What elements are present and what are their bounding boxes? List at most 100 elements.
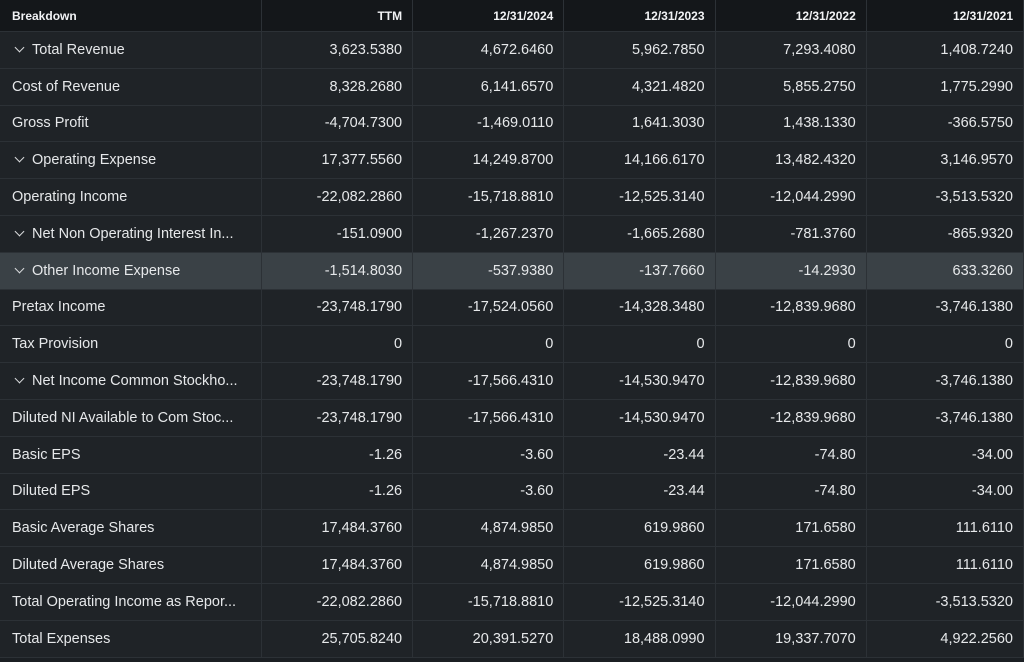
column-header-2024[interactable]: 12/31/2024 bbox=[412, 0, 565, 32]
table-row: Pretax Income -23,748.1790 -17,524.0560 -14… bbox=[0, 289, 1024, 327]
value-cell: 1,438.1330 bbox=[715, 105, 867, 143]
row-label: Net Non Operating Interest In... bbox=[32, 225, 234, 242]
row-label-cell[interactable]: Net Non Operating Interest In... bbox=[0, 215, 262, 253]
row-label: Basic EPS bbox=[12, 446, 81, 463]
value-cell: -74.80 bbox=[715, 436, 867, 474]
value-cell: 4,874.9850 bbox=[412, 546, 565, 584]
row-label: Diluted NI Available to Com Stoc... bbox=[12, 409, 234, 426]
value-cell: 0 bbox=[563, 325, 716, 364]
value-cell: -1,469.0110 bbox=[412, 105, 565, 143]
value-cell: 14,249.8700 bbox=[412, 141, 565, 180]
table-row[interactable]: Total Revenue 3,623.5380 4,672.6460 5,962.7… bbox=[0, 31, 1024, 69]
row-label-cell: Total Expenses bbox=[0, 620, 262, 658]
value-cell: 0 bbox=[866, 325, 1024, 364]
value-cell: -74.80 bbox=[715, 473, 867, 511]
table-row[interactable]: Net Non Operating Interest In... -151.090… bbox=[0, 215, 1024, 253]
column-header-ttm[interactable]: TTM bbox=[261, 0, 414, 32]
value-cell: -17,566.4310 bbox=[412, 362, 565, 400]
value-cell: -12,044.2990 bbox=[715, 583, 867, 621]
value-cell: -3,746.1380 bbox=[866, 289, 1024, 327]
value-cell: 7,293.4080 bbox=[715, 31, 867, 69]
value-cell: -12,839.9680 bbox=[715, 399, 867, 437]
chevron-down-icon[interactable] bbox=[14, 42, 25, 53]
value-cell: -14.2930 bbox=[715, 252, 867, 290]
value-cell: -23,748.1790 bbox=[261, 362, 414, 400]
row-label: Basic Average Shares bbox=[12, 520, 155, 537]
value-cell: 4,672.6460 bbox=[412, 31, 565, 69]
value-cell: -151.0900 bbox=[261, 215, 414, 253]
value-cell: -1.26 bbox=[261, 436, 414, 474]
value-cell: -1,267.2370 bbox=[412, 215, 565, 253]
chevron-down-icon[interactable] bbox=[14, 152, 25, 163]
row-label: Operating Expense bbox=[32, 152, 157, 169]
value-cell: -23.44 bbox=[563, 436, 716, 474]
row-label: Other Income Expense bbox=[32, 262, 181, 279]
value-cell: -15,718.8810 bbox=[412, 583, 565, 621]
table-row: Cost of Revenue 8,328.2680 6,141.6570 4,321… bbox=[0, 68, 1024, 106]
value-cell: -3.60 bbox=[412, 436, 565, 474]
row-label-cell: Gross Profit bbox=[0, 105, 262, 143]
value-cell: -23,748.1790 bbox=[261, 399, 414, 437]
table-row[interactable]: Operating Expense 17,377.5560 14,249.8700 1… bbox=[0, 141, 1024, 180]
table-row[interactable]: Other Income Expense -1,514.8030 -537.9380… bbox=[0, 252, 1024, 290]
table-row: Gross Profit -4,704.7300 -1,469.0110 1,641.… bbox=[0, 105, 1024, 143]
column-header-breakdown: Breakdown bbox=[0, 0, 262, 32]
value-cell: -12,839.9680 bbox=[715, 362, 867, 400]
value-cell: 17,484.3760 bbox=[261, 509, 414, 548]
value-cell: 8,328.2680 bbox=[261, 68, 414, 106]
row-label-cell: Cost of Revenue bbox=[0, 68, 262, 106]
table-row: Basic Average Shares 17,484.3760 4,874.985… bbox=[0, 509, 1024, 548]
row-label-cell: Operating Income bbox=[0, 178, 262, 216]
value-cell: -865.9320 bbox=[866, 215, 1024, 253]
value-cell: 25,705.8240 bbox=[261, 620, 414, 658]
value-cell: -1,665.2680 bbox=[563, 215, 716, 253]
value-cell: 20,391.5270 bbox=[412, 620, 565, 658]
value-cell: 111.6110 bbox=[866, 546, 1024, 584]
value-cell: -34.00 bbox=[866, 473, 1024, 511]
chevron-down-icon[interactable] bbox=[14, 373, 25, 384]
value-cell: -781.3760 bbox=[715, 215, 867, 253]
column-header-2021[interactable]: 12/31/2021 bbox=[866, 0, 1024, 32]
value-cell: -17,566.4310 bbox=[412, 399, 565, 437]
value-cell: -366.5750 bbox=[866, 105, 1024, 143]
value-cell: -137.7660 bbox=[563, 252, 716, 290]
value-cell: -12,525.3140 bbox=[563, 583, 716, 621]
table-header-row: Breakdown TTM 12/31/2024 12/31/2023 12/3… bbox=[0, 0, 1024, 32]
table-row: Diluted Average Shares 17,484.3760 4,874.9… bbox=[0, 546, 1024, 584]
row-label: Diluted EPS bbox=[12, 483, 91, 500]
row-label: Pretax Income bbox=[12, 299, 106, 316]
value-cell: 0 bbox=[261, 325, 414, 364]
value-cell: -4,704.7300 bbox=[261, 105, 414, 143]
value-cell: 0 bbox=[412, 325, 565, 364]
value-cell: -3.60 bbox=[412, 473, 565, 511]
row-label-cell: Total Operating Income as Repor... bbox=[0, 583, 262, 621]
value-cell: -22,082.2860 bbox=[261, 178, 414, 216]
row-label-cell[interactable]: Other Income Expense bbox=[0, 252, 262, 290]
value-cell: 5,855.2750 bbox=[715, 68, 867, 106]
chevron-down-icon[interactable] bbox=[14, 263, 25, 274]
value-cell: -1,514.8030 bbox=[261, 252, 414, 290]
value-cell: -22,082.2860 bbox=[261, 583, 414, 621]
value-cell: 171.6580 bbox=[715, 509, 867, 548]
table-row: Basic EPS -1.26 -3.60 -23.44 -74.80 -34.00 bbox=[0, 436, 1024, 474]
row-label-cell: Basic Average Shares bbox=[0, 509, 262, 548]
row-label-cell[interactable]: Operating Expense bbox=[0, 141, 262, 180]
value-cell: 18,488.0990 bbox=[563, 620, 716, 658]
value-cell: 0 bbox=[715, 325, 867, 364]
table-row: Tax Provision 0 0 0 0 0 bbox=[0, 325, 1024, 364]
chevron-down-icon[interactable] bbox=[14, 226, 25, 237]
column-header-2022[interactable]: 12/31/2022 bbox=[715, 0, 867, 32]
column-header-2023[interactable]: 12/31/2023 bbox=[563, 0, 716, 32]
value-cell: -3,746.1380 bbox=[866, 362, 1024, 400]
value-cell: -3,513.5320 bbox=[866, 178, 1024, 216]
row-label-cell: Diluted EPS bbox=[0, 473, 262, 511]
value-cell: -34.00 bbox=[866, 436, 1024, 474]
row-label-cell[interactable]: Total Revenue bbox=[0, 31, 262, 69]
table-row[interactable]: Net Income Common Stockho... -23,748.1790… bbox=[0, 362, 1024, 400]
value-cell: -3,746.1380 bbox=[866, 399, 1024, 437]
row-label: Diluted Average Shares bbox=[12, 557, 165, 574]
value-cell: 17,484.3760 bbox=[261, 546, 414, 584]
row-label-cell[interactable]: Net Income Common Stockho... bbox=[0, 362, 262, 400]
table-row: Diluted NI Available to Com Stoc... -23,7… bbox=[0, 399, 1024, 437]
